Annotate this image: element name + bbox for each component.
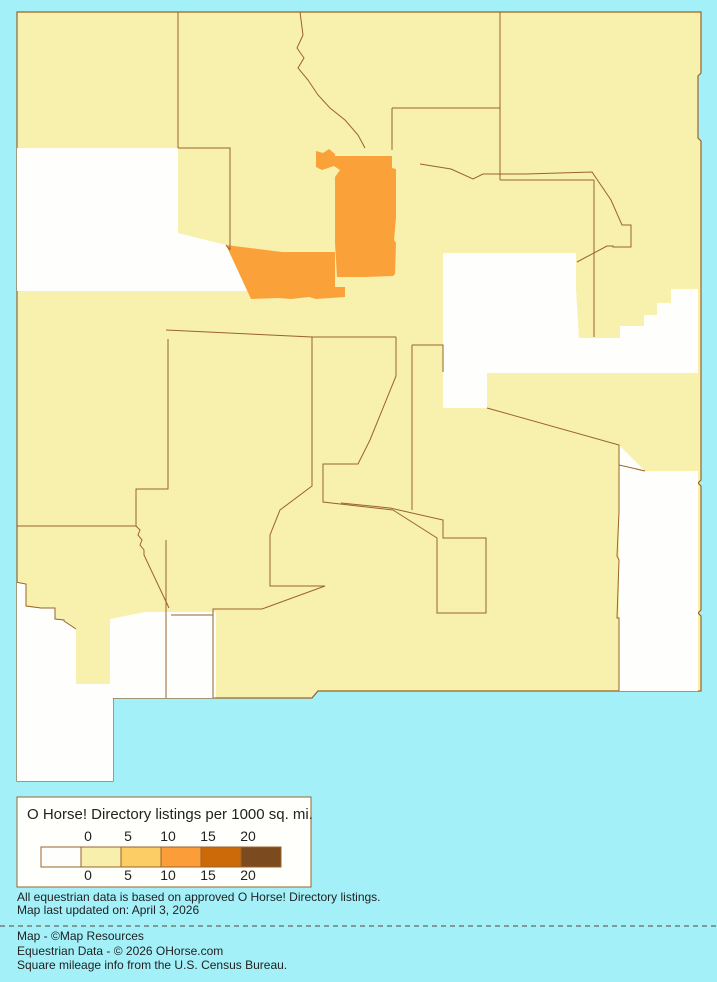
svg-text:10: 10 — [160, 828, 176, 844]
svg-text:20: 20 — [240, 828, 256, 844]
svg-text:O Horse! Directory listings pe: O Horse! Directory listings per 1000 sq.… — [27, 806, 313, 823]
svg-text:0: 0 — [84, 828, 92, 844]
svg-text:15: 15 — [200, 867, 216, 883]
svg-text:5: 5 — [124, 867, 132, 883]
svg-text:All equestrian data is based o: All equestrian data is based on approved… — [17, 890, 381, 904]
svg-text:10: 10 — [160, 867, 176, 883]
svg-text:20: 20 — [240, 867, 256, 883]
svg-text:Map - ©Map Resources: Map - ©Map Resources — [17, 929, 144, 943]
svg-text:0: 0 — [84, 867, 92, 883]
svg-text:Square mileage info from the U: Square mileage info from the U.S. Census… — [17, 958, 287, 972]
svg-text:Map last updated on: April 3,: Map last updated on: April 3, 2026 — [17, 903, 199, 917]
svg-text:Equestrian Data - © 2026 OHors: Equestrian Data - © 2026 OHorse.com — [17, 944, 223, 958]
svg-text:5: 5 — [124, 828, 132, 844]
svg-text:15: 15 — [200, 828, 216, 844]
